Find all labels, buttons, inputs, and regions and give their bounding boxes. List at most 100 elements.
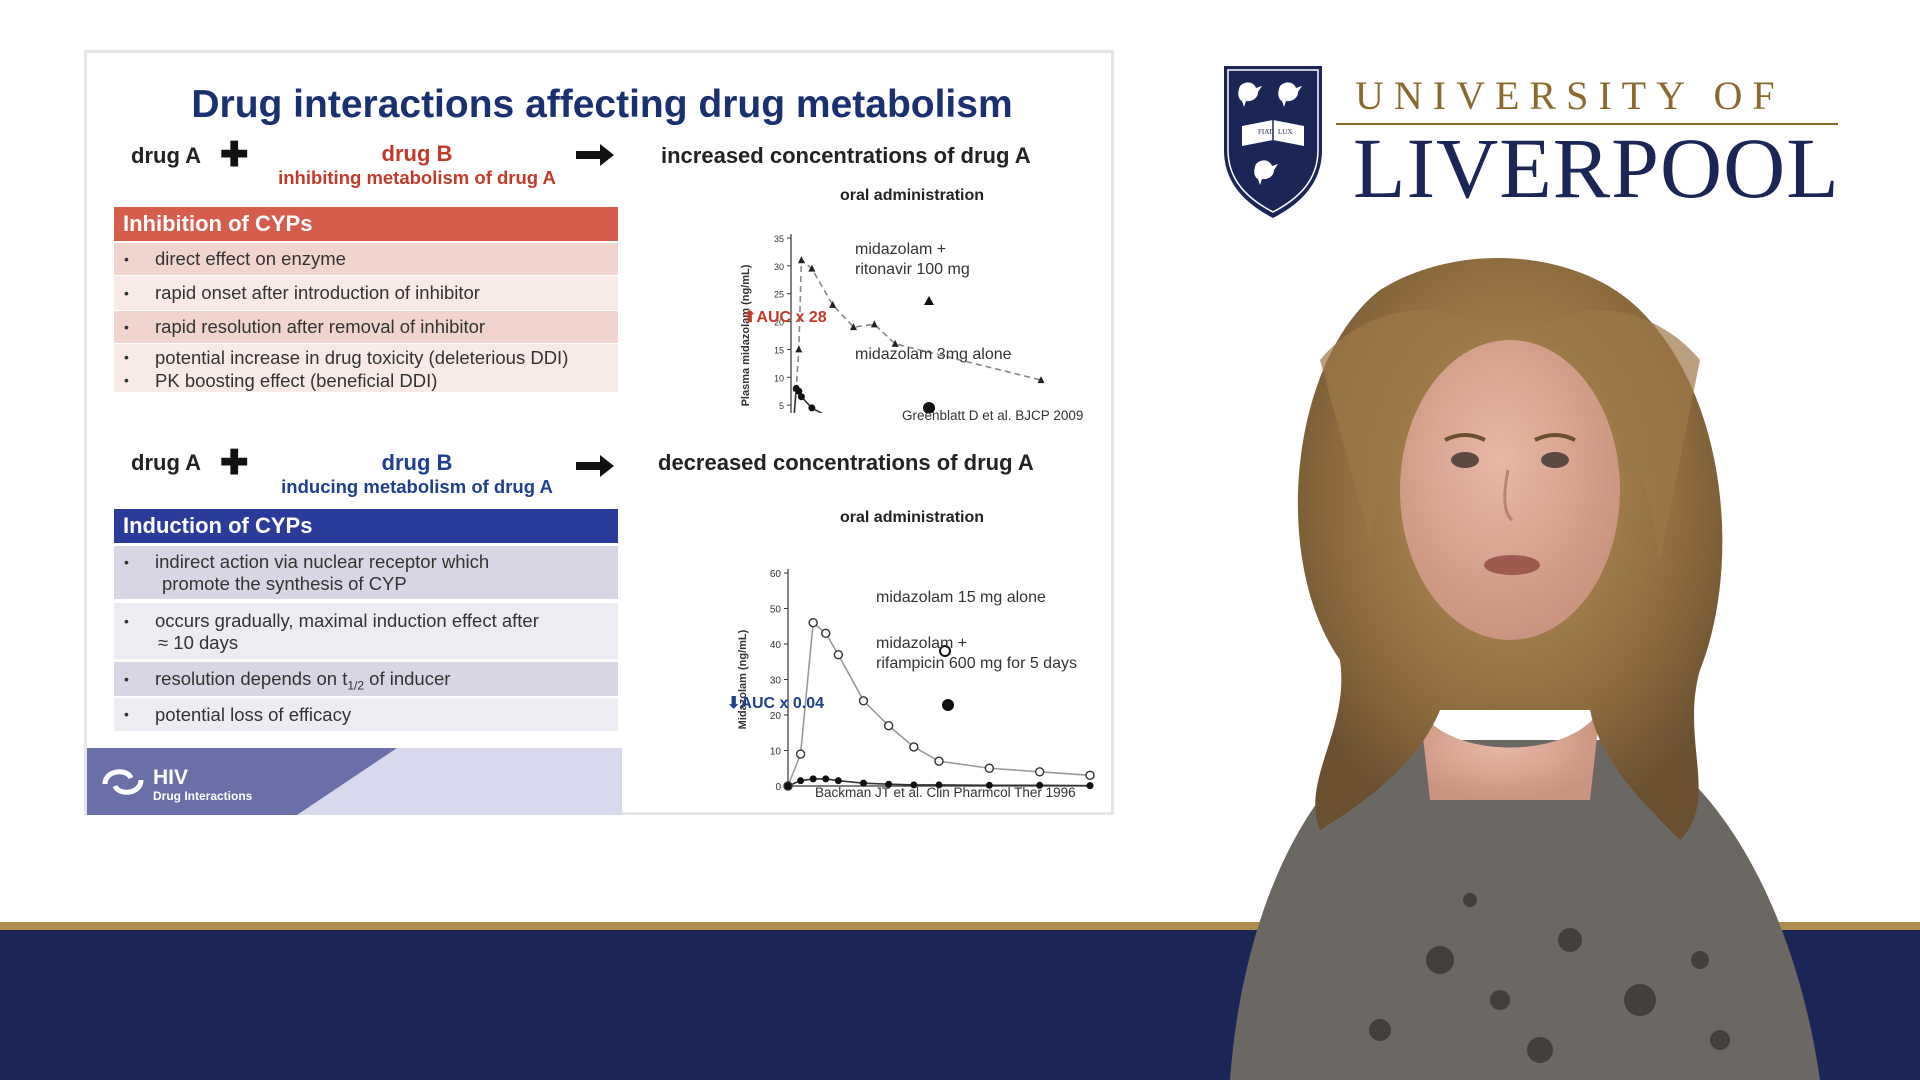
data-point	[784, 782, 792, 790]
arrow-down-icon: ⬇	[727, 695, 741, 712]
chart2-citation: Backman JT et al. Clin Pharmcol Ther 199…	[815, 785, 1076, 800]
right-arrow-icon	[576, 455, 614, 477]
list-item: • occurs gradually, maximal induction eff…	[114, 603, 618, 659]
drug-b-label: drug B	[381, 450, 453, 475]
data-point	[883, 720, 894, 731]
bullet-icon: •	[124, 251, 129, 267]
chart1-auc-text: AUC x 28	[756, 309, 827, 326]
chart1-legend-line2: ritonavir 100 mg	[855, 260, 970, 278]
data-point	[934, 756, 944, 766]
data-point	[809, 775, 817, 783]
bullet-icon: •	[124, 285, 129, 301]
chart2-annotation-top: oral administration	[840, 509, 985, 526]
data-point	[808, 264, 816, 272]
bullet-icon: •	[124, 349, 129, 365]
university-of-text: UNIVERSITY OF	[1355, 73, 1785, 118]
bullet-text: occurs gradually, maximal induction effe…	[155, 610, 539, 631]
chart1-annotation-top: oral administration	[840, 187, 985, 204]
y-tick-label: 20	[770, 711, 782, 722]
hiv-logo-text: HIV	[153, 766, 188, 789]
data-point	[795, 387, 803, 395]
data-point	[808, 617, 818, 628]
data-point	[850, 323, 857, 331]
y-tick-label: 20	[774, 318, 784, 328]
y-tick-label: 30	[774, 262, 784, 272]
list-item: • indirect action via nuclear receptor wh…	[114, 546, 618, 599]
induction-header: Induction of CYPs	[114, 509, 618, 543]
drug-b-subtitle: inducing metabolism of drug A	[281, 476, 553, 497]
y-tick-label: 5	[779, 401, 784, 411]
y-tick-label: 50	[770, 605, 782, 616]
presenter-video-image	[1230, 257, 1820, 1080]
list-item: • resolution depends on t1/2 of inducer	[114, 662, 618, 696]
chart2-legend-line2: rifampicin 600 mg for 5 days	[876, 654, 1077, 672]
drug-b-label: drug B	[381, 141, 453, 166]
y-tick-label: 25	[774, 290, 784, 300]
data-point	[833, 649, 844, 660]
y-tick-label: 10	[770, 747, 782, 758]
bullet-icon: •	[124, 554, 129, 570]
university-name-text: LIVERPOOL	[1353, 120, 1840, 216]
bullet-text-suffix: of inducer	[364, 668, 451, 689]
data-point	[808, 404, 816, 412]
data-point	[797, 777, 805, 785]
y-tick-label: 40	[770, 640, 782, 651]
bullet-icon: •	[124, 671, 129, 687]
bullet-text-cont: promote the synthesis of CYP	[162, 573, 407, 594]
list-item: • rapid onset after introduction of inhib…	[114, 276, 618, 310]
data-point	[935, 781, 943, 789]
drug-a-label: drug A	[131, 143, 202, 168]
data-point	[984, 763, 995, 773]
drug-b-inhibitor: drug B inhibiting metabolism of drug A	[247, 141, 587, 189]
bullet-text: PK boosting effect (beneficial DDI)	[155, 370, 438, 391]
data-point	[834, 777, 842, 785]
y-tick-label: 10	[774, 373, 784, 383]
bullet-text: indirect action via nuclear receptor whi…	[155, 551, 490, 572]
bullet-subscript: 1/2	[347, 678, 365, 693]
hiv-drug-interactions-logo: HIV Drug Interactions	[87, 748, 397, 815]
data-point	[1037, 376, 1045, 384]
lecture-slide: Drug interactions affecting drug metabol…	[84, 50, 1114, 815]
university-rule	[1336, 123, 1838, 125]
chart2-legend-alone: midazolam 15 mg alone	[876, 589, 1046, 606]
bullet-icon: •	[124, 613, 129, 629]
bullet-icon: •	[124, 706, 129, 722]
data-point	[1036, 781, 1044, 789]
data-point	[870, 320, 878, 328]
decreased-concentrations-title: decreased concentrations of drug A	[658, 450, 1034, 475]
chart2-auc-text: AUC x 0.04	[740, 695, 824, 712]
data-point	[829, 300, 837, 308]
data-point	[1034, 767, 1045, 777]
shield-motto-left: FIAT	[1258, 128, 1274, 136]
shield-motto-right: LUX	[1278, 128, 1292, 136]
slide-footer-bar: HIV Drug Interactions	[87, 748, 622, 815]
data-point	[860, 779, 867, 787]
data-point	[885, 780, 893, 788]
data-point	[910, 781, 918, 789]
university-logo: FIAT LUX UNIVERSITY OF LIVERPOOL	[1218, 60, 1840, 230]
right-arrow-icon	[576, 144, 614, 166]
university-shield-icon: FIAT LUX	[1224, 66, 1322, 218]
list-item: • potential increase in drug toxicity (de…	[114, 344, 618, 392]
data-point	[891, 339, 899, 347]
inhibition-header: Inhibition of CYPs	[114, 207, 618, 241]
footer-gold-rule	[0, 922, 1920, 930]
bullet-text-cont: ≈ 10 days	[158, 632, 239, 653]
list-item: • rapid resolution after removal of inhib…	[114, 311, 618, 343]
chart-induction: 0 10 20 30 40 50 60 Midazolam (ng/mL)	[737, 569, 1095, 793]
chart1-citation: Greenblatt D et al. BJCP 2009	[902, 408, 1084, 423]
drug-b-inducer: drug B inducing metabolism of drug A	[247, 450, 587, 498]
legend-marker	[923, 402, 935, 413]
hiv-logo-subtext: Drug Interactions	[153, 789, 253, 803]
arrow-up-icon: ⬆	[743, 309, 757, 326]
drug-a-label: drug A	[131, 450, 202, 475]
increased-concentrations-title: increased concentrations of drug A	[661, 143, 1031, 168]
y-tick-label: 60	[770, 569, 782, 580]
drug-b-subtitle: inhibiting metabolism of drug A	[278, 167, 556, 188]
y-tick-label: 0	[775, 782, 781, 793]
data-point	[1086, 782, 1094, 790]
chart1-legend-line1: midazolam +	[855, 241, 947, 258]
data-point	[821, 628, 831, 639]
series-line-0	[787, 621, 1091, 787]
bullet-text: direct effect on enzyme	[155, 248, 346, 269]
